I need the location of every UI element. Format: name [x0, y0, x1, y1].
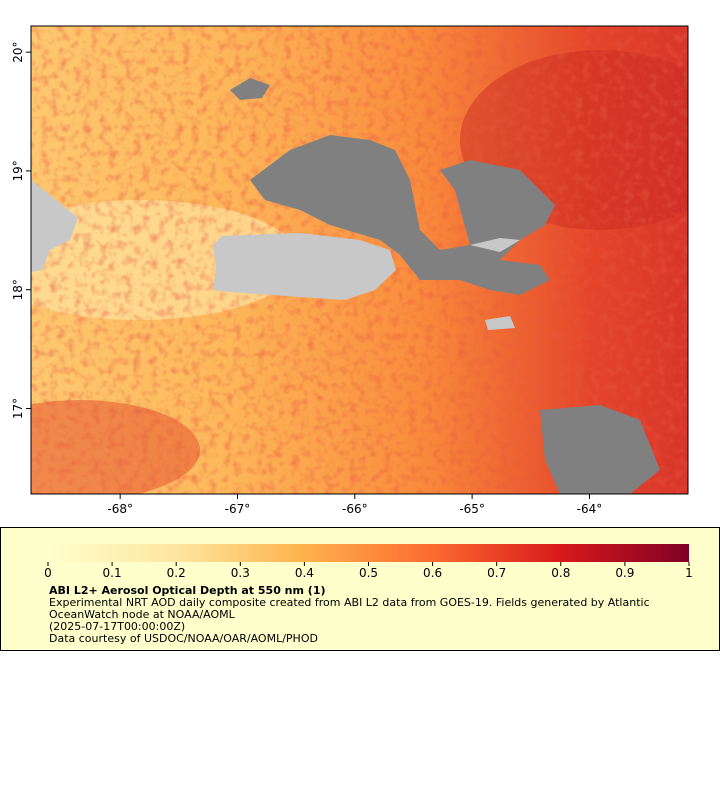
colorbar-tick-label: 1	[685, 566, 693, 580]
colorbar-tick-label: 0	[44, 566, 52, 580]
land	[31, 180, 78, 272]
legend-credit: Data courtesy of USDOC/NOAA/OAR/AOML/PHO…	[49, 632, 318, 645]
cloud-mask	[250, 135, 555, 295]
y-tick-label: 18°	[11, 279, 25, 300]
raster	[31, 26, 688, 494]
y-tick-label: 17°	[11, 398, 25, 419]
colorbar-tick-label: 0.5	[359, 566, 378, 580]
map-plot: -68° -67° -66° -65° -64° 17° 18° 19° 20°	[11, 25, 689, 516]
colorbar-tick-label: 0.1	[103, 566, 122, 580]
colorbar-ramp	[48, 544, 689, 562]
colorbar-tick-label: 0.7	[487, 566, 506, 580]
land	[213, 233, 396, 300]
x-tick-label: -64°	[577, 502, 603, 516]
cloud-mask	[230, 78, 270, 100]
colorbar-tick-label: 0.2	[167, 566, 186, 580]
y-tick-label: 20°	[11, 41, 25, 62]
x-tick-label: -66°	[342, 502, 368, 516]
colorbar: 0 0.1 0.2 0.3 0.4 0.5 0.6 0.7 0.8 0.9 1	[44, 544, 693, 580]
cloud-mask	[540, 405, 660, 494]
x-tick-label: -68°	[107, 502, 133, 516]
land	[485, 316, 515, 330]
legend-time: (2025-07-17T00:00:00Z)	[49, 620, 186, 633]
legend-title: ABI L2+ Aerosol Optical Depth at 550 nm …	[49, 584, 326, 597]
legend-text: ABI L2+ Aerosol Optical Depth at 550 nm …	[49, 585, 689, 645]
x-tick-label: -65°	[459, 502, 485, 516]
colorbar-tick-label: 0.6	[423, 566, 442, 580]
legend: 0 0.1 0.2 0.3 0.4 0.5 0.6 0.7 0.8 0.9 1 ABI L2+ Ae…	[0, 527, 720, 651]
land	[470, 238, 520, 252]
legend-description: Experimental NRT AOD daily composite cre…	[49, 596, 650, 621]
colorbar-tick-label: 0.8	[551, 566, 570, 580]
colorbar-tick-label: 0.3	[231, 566, 250, 580]
plot-frame	[30, 25, 689, 495]
colorbar-tick-label: 0.4	[295, 566, 314, 580]
colorbar-tick-label: 0.9	[615, 566, 634, 580]
x-tick-label: -67°	[225, 502, 251, 516]
y-tick-label: 19°	[11, 160, 25, 181]
